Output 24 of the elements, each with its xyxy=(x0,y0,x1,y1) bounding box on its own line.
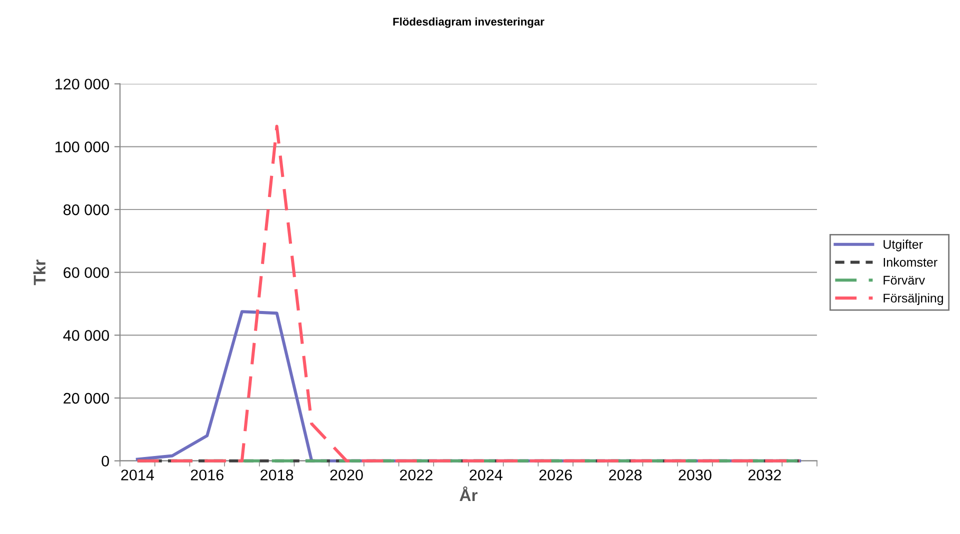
x-tick-label: 2024 xyxy=(470,470,502,480)
y-tick-label: 120 000 xyxy=(56,78,109,90)
y-tick-label: 60 000 xyxy=(64,267,109,278)
y-tick-label: 80 000 xyxy=(64,204,109,216)
legend-label: Utgifter xyxy=(884,240,923,252)
legend-label: Försäljning xyxy=(884,293,944,306)
x-tick-label: 2014 xyxy=(121,470,154,480)
y-tick-label: 40 000 xyxy=(63,330,109,341)
x-tick-label: 2032 xyxy=(748,470,781,480)
x-tick-label: 2026 xyxy=(539,470,572,480)
chart-title: Flödesdiagram investeringar xyxy=(393,17,544,28)
y-tick-label: 100 000 xyxy=(56,142,109,152)
y-tick-label: 0 xyxy=(102,456,109,467)
x-tick-label: 2030 xyxy=(678,470,712,480)
x-tick-label: 2028 xyxy=(609,470,642,480)
x-axis-title: År xyxy=(460,486,478,502)
x-tick-label: 2022 xyxy=(400,470,432,480)
y-axis-title: Tkr xyxy=(33,260,46,286)
x-tick-label: 2020 xyxy=(330,470,363,480)
y-tick-label: 20 000 xyxy=(64,392,109,404)
x-tick-label: 2016 xyxy=(190,470,224,480)
x-tick-label: 2018 xyxy=(260,470,294,480)
legend-label: Förvärv xyxy=(884,276,925,285)
legend-label: Inkomster xyxy=(884,258,938,267)
